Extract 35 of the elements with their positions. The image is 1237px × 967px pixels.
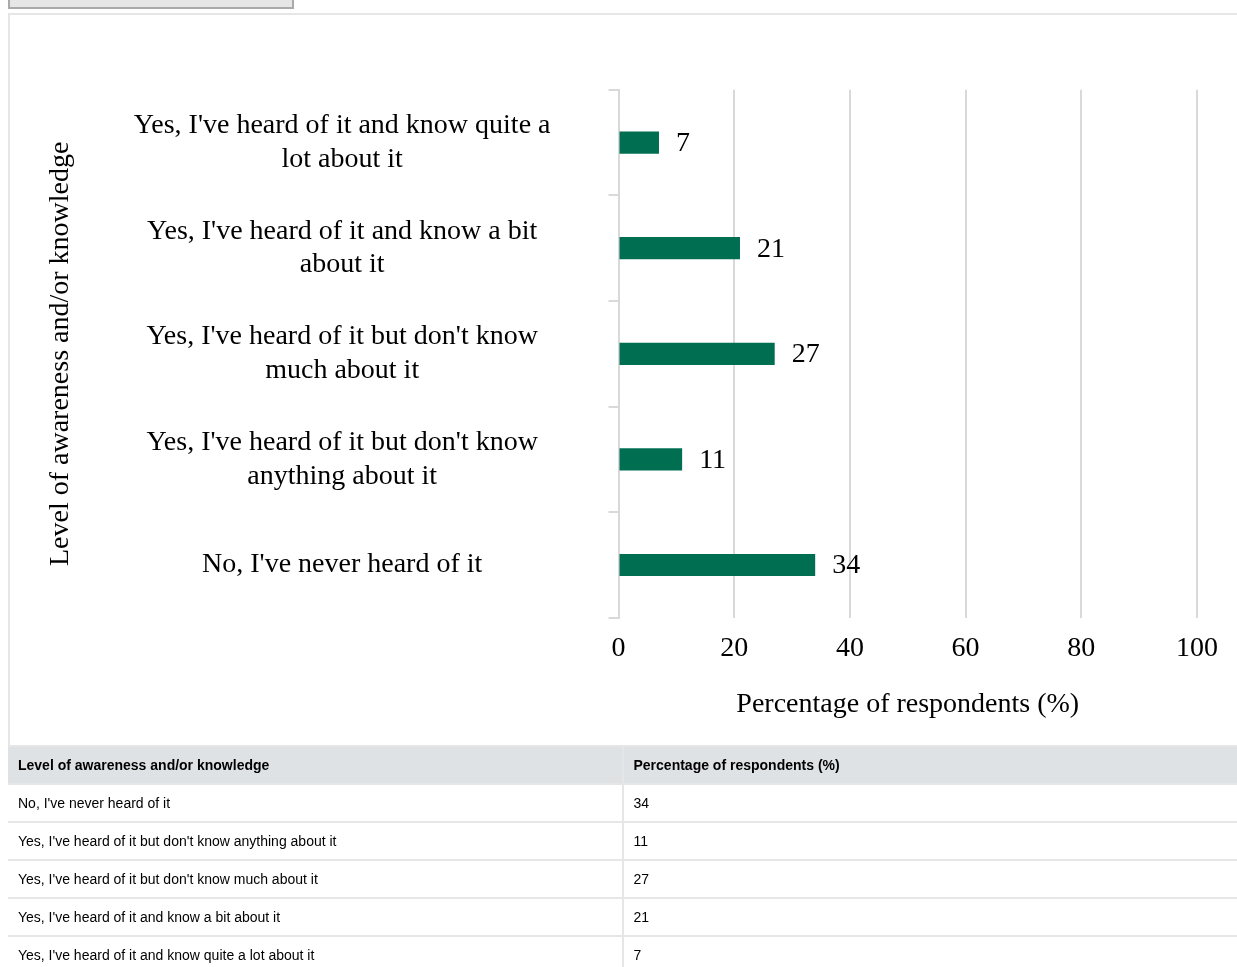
data-label: 7 xyxy=(675,125,690,157)
y-tick-label: Yes, I've heard of it but don't know anything about it xyxy=(146,424,539,490)
bar xyxy=(619,448,683,471)
x-tick-label: 80 xyxy=(1067,630,1096,662)
x-axis-title: Percentage of respondents (%) xyxy=(736,686,1080,718)
text: Yes, I've heard of it but don't know anything about it xyxy=(8,822,623,860)
data-label: 21 xyxy=(756,231,785,263)
y-axis-title: Level of awareness and/or knowledge xyxy=(43,141,75,567)
text: Yes, I've heard of it but don't know much about it xyxy=(8,860,623,898)
text: 11 xyxy=(622,822,1237,860)
x-tick-label: 100 xyxy=(1176,630,1218,662)
bar xyxy=(619,342,775,365)
text: Percentage of respondents (%) xyxy=(622,747,1237,784)
bar xyxy=(619,237,740,260)
y-tick-label: Yes, I've heard of it but don't know much about it xyxy=(146,319,539,384)
x-tick-label: 60 xyxy=(951,630,980,662)
y-tick-label: No, I've never heard of it xyxy=(202,547,483,579)
text: Level of awareness and/or knowledge xyxy=(8,747,623,784)
data-label: 34 xyxy=(832,548,861,580)
text: No, I've never heard of it xyxy=(8,784,623,822)
text: 7 xyxy=(622,936,1237,967)
x-tick-label: 0 xyxy=(611,630,626,662)
text: 21 xyxy=(622,898,1237,936)
text: 27 xyxy=(622,860,1237,898)
x-tick-label: 20 xyxy=(720,630,749,662)
text: Yes, I've heard of it and know a bit about it xyxy=(8,898,623,936)
data-label: 27 xyxy=(791,337,820,369)
text: Yes, I've heard of it and know quite a lot about it xyxy=(8,936,623,967)
data-label: 11 xyxy=(699,442,727,474)
bar xyxy=(619,553,816,577)
y-tick-label: Yes, I've heard of it and know quite a lot about it xyxy=(133,108,552,173)
x-tick-label: 40 xyxy=(835,630,864,662)
text: 34 xyxy=(622,784,1237,822)
y-tick-label: Yes, I've heard of it and know a bit about it xyxy=(147,213,538,279)
bar xyxy=(619,131,659,154)
